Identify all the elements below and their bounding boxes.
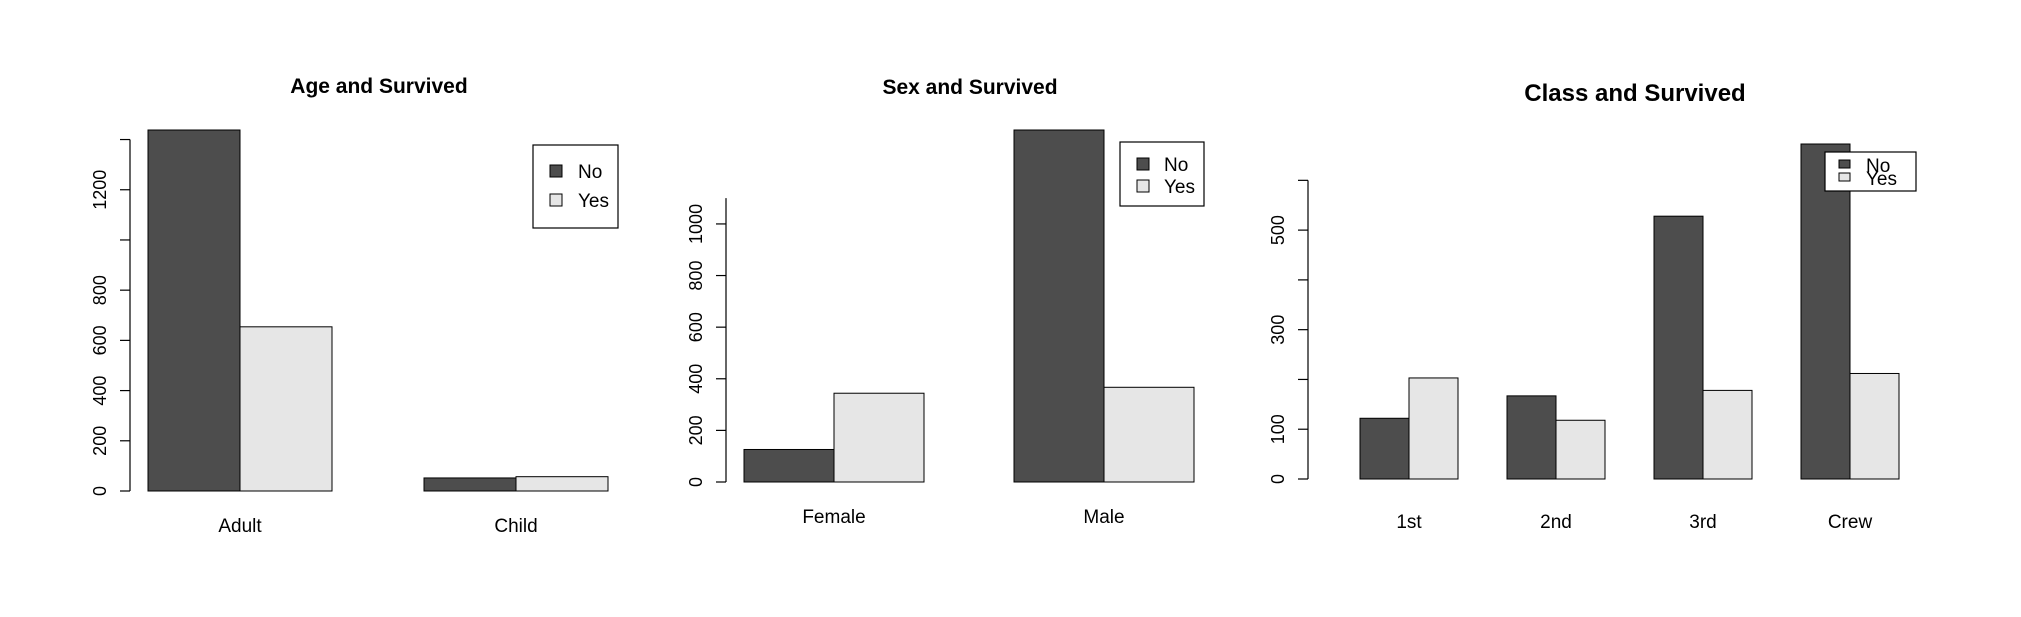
y-tick-label: 0 <box>686 477 706 487</box>
category-label: Child <box>494 516 537 537</box>
category-labels: 1st 2nd 3rd Crew <box>1396 512 1872 533</box>
legend: No Yes <box>1824 151 1917 192</box>
legend-label-no: No <box>1866 156 1890 177</box>
bar-no-2nd <box>1506 395 1557 480</box>
y-tick-label: 100 <box>1268 414 1288 444</box>
category-label: 3rd <box>1689 512 1716 533</box>
legend-label-no: No <box>1164 155 1188 176</box>
age-survived-panel: Age and Survived 0 200 400 600 800 1200 Adult… <box>90 75 619 537</box>
y-tick-label: 1200 <box>90 170 110 210</box>
bar-no-child <box>423 477 517 492</box>
y-axis: 0 100 300 500 <box>1268 179 1309 484</box>
bar-no-3rd <box>1653 215 1704 480</box>
y-tick-label: 800 <box>686 261 706 291</box>
y-tick-label: 0 <box>1268 474 1288 484</box>
bar-yes-1st <box>1408 377 1459 480</box>
bar-yes-2nd <box>1555 419 1606 480</box>
y-tick-label: 300 <box>1268 315 1288 345</box>
legend-box <box>1824 151 1917 192</box>
panel-title: Class and Survived <box>1524 80 1745 107</box>
y-axis: 0 200 400 600 800 1000 <box>686 198 727 487</box>
bar-no-crew <box>1800 143 1851 480</box>
legend-swatch-no <box>549 164 563 178</box>
bar-no-adult <box>147 129 241 492</box>
y-tick-label: 800 <box>90 275 110 305</box>
y-tick-label: 600 <box>90 325 110 355</box>
legend-box <box>532 144 619 229</box>
category-label: Adult <box>218 516 262 537</box>
category-label: 1st <box>1396 512 1422 533</box>
class-survived-panel: Class and Survived 0 100 300 500 1st 2nd 3rd C… <box>1268 80 1917 533</box>
bars <box>743 129 1195 483</box>
y-tick-label: 200 <box>686 415 706 445</box>
legend-label-yes: Yes <box>1164 177 1195 198</box>
y-tick-label: 400 <box>686 364 706 394</box>
legend-label-yes: Yes <box>578 191 609 212</box>
y-tick-label: 0 <box>90 486 110 496</box>
bar-yes-adult <box>239 326 333 492</box>
y-tick-label: 400 <box>90 376 110 406</box>
legend-label-yes: Yes <box>1866 169 1897 190</box>
bar-yes-crew <box>1849 372 1900 480</box>
legend-swatch-no <box>1136 157 1150 171</box>
category-label: Male <box>1083 507 1124 528</box>
legend-swatch-no <box>1838 159 1851 169</box>
legend: No Yes <box>532 144 619 229</box>
panel-title: Sex and Survived <box>882 76 1057 99</box>
legend-box <box>1119 141 1205 207</box>
y-tick-label: 1000 <box>686 204 706 244</box>
category-label: 2nd <box>1540 512 1572 533</box>
sex-survived-panel: Sex and Survived 0 200 400 600 800 1000 Femal… <box>686 76 1205 528</box>
bar-yes-3rd <box>1702 389 1753 480</box>
y-tick-label: 500 <box>1268 215 1288 245</box>
bar-yes-female <box>833 392 925 483</box>
y-tick-label: 600 <box>686 312 706 342</box>
legend-label-no: No <box>578 162 602 183</box>
category-labels: Female Male <box>802 507 1124 528</box>
panel-title: Age and Survived <box>290 75 467 98</box>
bar-no-1st <box>1359 417 1410 480</box>
bars <box>147 129 609 492</box>
category-label: Female <box>802 507 865 528</box>
bar-yes-male <box>1103 386 1195 483</box>
legend-swatch-yes <box>549 193 563 207</box>
bar-yes-child <box>515 476 609 492</box>
category-labels: Adult Child <box>218 516 537 537</box>
bar-no-female <box>743 448 835 483</box>
bar-no-male <box>1013 129 1105 483</box>
y-axis: 0 200 400 600 800 1200 <box>90 138 131 496</box>
bars <box>1359 143 1900 480</box>
legend-swatch-yes <box>1136 179 1150 193</box>
legend-swatch-yes <box>1838 172 1851 182</box>
legend: No Yes <box>1119 141 1205 207</box>
y-tick-label: 200 <box>90 426 110 456</box>
category-label: Crew <box>1828 512 1873 533</box>
